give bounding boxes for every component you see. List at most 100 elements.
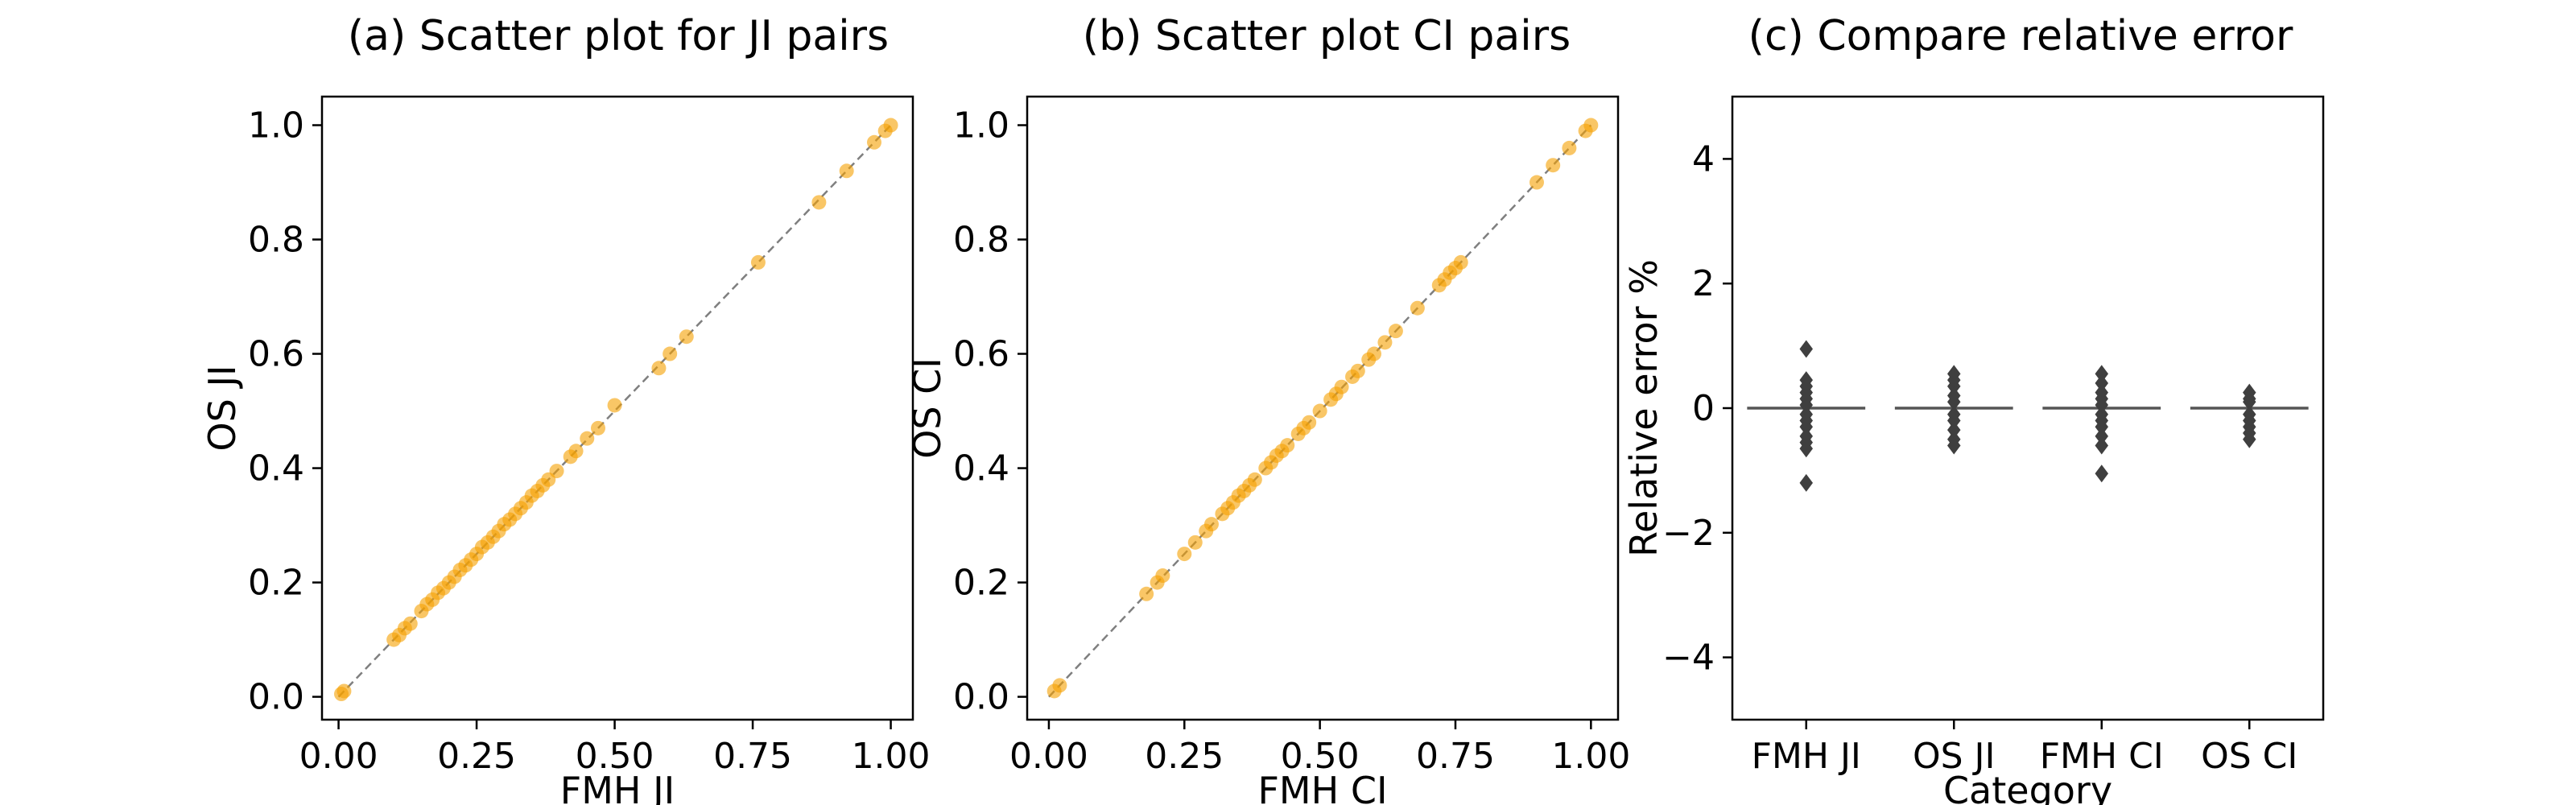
panel-c-y-axis-label: Relative error % — [1622, 259, 1666, 557]
y-tick-label: 1.0 — [248, 105, 304, 147]
scatter-point — [1155, 568, 1170, 584]
outlier-marker — [2095, 365, 2108, 383]
outlier-marker — [2243, 393, 2256, 411]
y-tick-label: 0.2 — [953, 563, 1009, 604]
scatter-point — [1453, 254, 1468, 270]
scatter-point — [1410, 300, 1425, 316]
panel-a-title: (a) Scatter plot for JI pairs — [348, 12, 889, 60]
scatter-point — [1546, 158, 1561, 173]
outlier-marker — [2095, 464, 2108, 483]
panel-a: (a) Scatter plot for JI pairs 0.00 0.25 0.… — [200, 12, 931, 805]
category-tick-label: FMH CI — [2040, 736, 2164, 777]
category-tick-label: OS CI — [2201, 736, 2297, 777]
panel-b: (b) Scatter plot CI pairs 0.00 0.25 0.50 0.… — [906, 12, 1630, 805]
category-tick-label: FMH JI — [1752, 736, 1861, 777]
x-tick-label: 1.00 — [852, 736, 931, 777]
panel-c-x-ticks: FMH JI OS JI FMH CI OS CI — [1752, 720, 2297, 777]
x-tick-label: 1.00 — [1551, 736, 1630, 777]
panel-a-y-axis-label: OS JI — [200, 365, 244, 451]
panel-b-marks — [1046, 118, 1599, 699]
outlier-marker — [1799, 473, 1813, 492]
y-tick-label: 0.0 — [248, 677, 304, 718]
outlier-marker — [2243, 430, 2256, 448]
x-tick-label: 0.50 — [576, 736, 654, 777]
scatter-point — [1377, 335, 1393, 350]
outlier-marker — [1799, 440, 1813, 458]
y-tick-label: 0.0 — [953, 677, 1009, 718]
scatter-point — [580, 431, 595, 446]
outlier-marker — [1799, 340, 1813, 358]
scatter-point — [607, 398, 622, 413]
outlier-marker — [1947, 421, 1961, 440]
x-tick-label: 0.75 — [1416, 736, 1495, 777]
y-tick-label: 0.8 — [953, 220, 1009, 261]
scatter-point — [1177, 547, 1192, 562]
panel-a-marks — [334, 118, 898, 702]
scatter-point — [1203, 517, 1219, 532]
scatter-point — [1187, 535, 1203, 550]
y-tick-label: 0.4 — [953, 448, 1009, 489]
x-tick-label: 0.75 — [713, 736, 792, 777]
x-tick-label: 0.25 — [1145, 736, 1224, 777]
scatter-point — [1280, 438, 1295, 453]
outlier-marker — [2095, 436, 2108, 455]
panel-b-title: (b) Scatter plot CI pairs — [1083, 12, 1571, 60]
scatter-point — [1052, 678, 1067, 693]
scatter-point — [336, 683, 352, 699]
y-tick-label: 0.4 — [248, 448, 304, 489]
x-tick-label: 0.25 — [437, 736, 516, 777]
scatter-point — [590, 420, 605, 436]
scatter-point — [568, 444, 584, 459]
scatter-point — [679, 329, 694, 345]
panel-a-x-ticks: 0.00 0.25 0.50 0.75 1.00 — [299, 720, 931, 777]
panel-b-x-axis-label: FMH CI — [1257, 769, 1387, 805]
scatter-point — [750, 254, 766, 270]
scatter-point — [549, 464, 564, 479]
panel-a-x-axis-label: FMH JI — [560, 769, 675, 805]
outlier-marker — [1799, 418, 1813, 436]
x-tick-label: 0.00 — [1009, 736, 1088, 777]
scatter-point — [839, 163, 854, 179]
outlier-marker — [2095, 418, 2108, 436]
panel-a-axes-frame — [320, 95, 914, 721]
outlier-marker — [1799, 396, 1813, 415]
scatter-point — [1247, 472, 1262, 487]
outlier-marker — [1947, 377, 1961, 395]
scatter-point — [1139, 586, 1154, 601]
y-tick-label: 4 — [1692, 138, 1715, 180]
scatter-point — [402, 616, 418, 631]
panel-c-x-axis-label: Category — [1943, 769, 2112, 805]
y-tick-label: 0 — [1692, 388, 1715, 429]
y-tick-label: 0.6 — [953, 334, 1009, 375]
outlier-marker — [2095, 396, 2108, 415]
panel-b-x-ticks: 0.00 0.25 0.50 0.75 1.00 — [1009, 720, 1630, 777]
panel-c-title: (c) Compare relative error — [1748, 12, 2293, 60]
panel-c: (c) Compare relative error FMH JI OS JI FM… — [1622, 12, 2325, 805]
outlier-marker — [2095, 374, 2108, 393]
outlier-marker — [2095, 427, 2108, 445]
scatter-point — [1388, 324, 1403, 339]
scatter-point — [1312, 403, 1327, 419]
scatter-point — [1302, 415, 1317, 430]
scatter-point — [883, 118, 898, 133]
scatter-point — [663, 346, 678, 361]
panel-c-marks — [1747, 340, 2309, 492]
scatter-point — [1529, 175, 1544, 190]
y-tick-label: 0.2 — [248, 563, 304, 604]
panel-b-y-axis-label: OS CI — [906, 357, 949, 459]
panel-c-y-ticks: −4 −2 0 2 4 — [1662, 138, 1732, 679]
outlier-marker — [1947, 393, 1961, 411]
panel-a-y-ticks: 0.0 0.2 0.4 0.6 0.8 1.0 — [248, 105, 322, 718]
panel-b-y-ticks: 0.0 0.2 0.4 0.6 0.8 1.0 — [953, 105, 1027, 718]
scatter-point — [866, 134, 881, 150]
y-tick-label: 2 — [1692, 263, 1715, 304]
scatter-point — [1562, 140, 1577, 155]
y-tick-label: 0.6 — [248, 334, 304, 375]
scatter-point — [651, 361, 667, 376]
scatter-point — [811, 195, 827, 210]
y-tick-label: −2 — [1662, 513, 1715, 554]
y-tick-label: −4 — [1662, 638, 1715, 679]
y-tick-label: 1.0 — [953, 105, 1009, 147]
category-tick-label: OS JI — [1913, 736, 1996, 777]
